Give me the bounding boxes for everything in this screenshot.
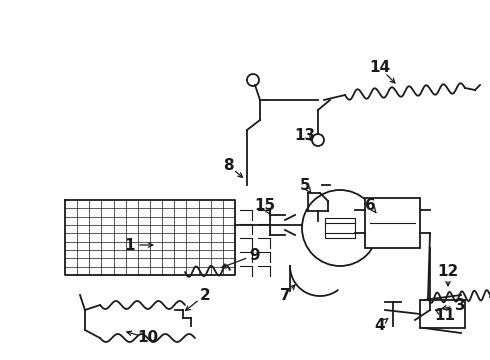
Text: 4: 4 <box>375 318 385 333</box>
Text: 7: 7 <box>280 288 290 302</box>
Bar <box>420 300 465 328</box>
Text: 10: 10 <box>137 330 159 346</box>
Bar <box>365 198 420 248</box>
Text: 1: 1 <box>125 238 135 252</box>
Text: 3: 3 <box>455 297 466 312</box>
Bar <box>325 218 355 238</box>
Text: 2: 2 <box>199 288 210 302</box>
Text: 11: 11 <box>435 307 456 323</box>
Text: 9: 9 <box>250 248 260 262</box>
Text: 15: 15 <box>254 198 275 212</box>
Text: 14: 14 <box>369 60 391 76</box>
Text: 8: 8 <box>222 158 233 172</box>
Text: 5: 5 <box>300 177 310 193</box>
Text: 6: 6 <box>365 198 375 212</box>
Text: 12: 12 <box>438 265 459 279</box>
Text: 13: 13 <box>294 127 316 143</box>
